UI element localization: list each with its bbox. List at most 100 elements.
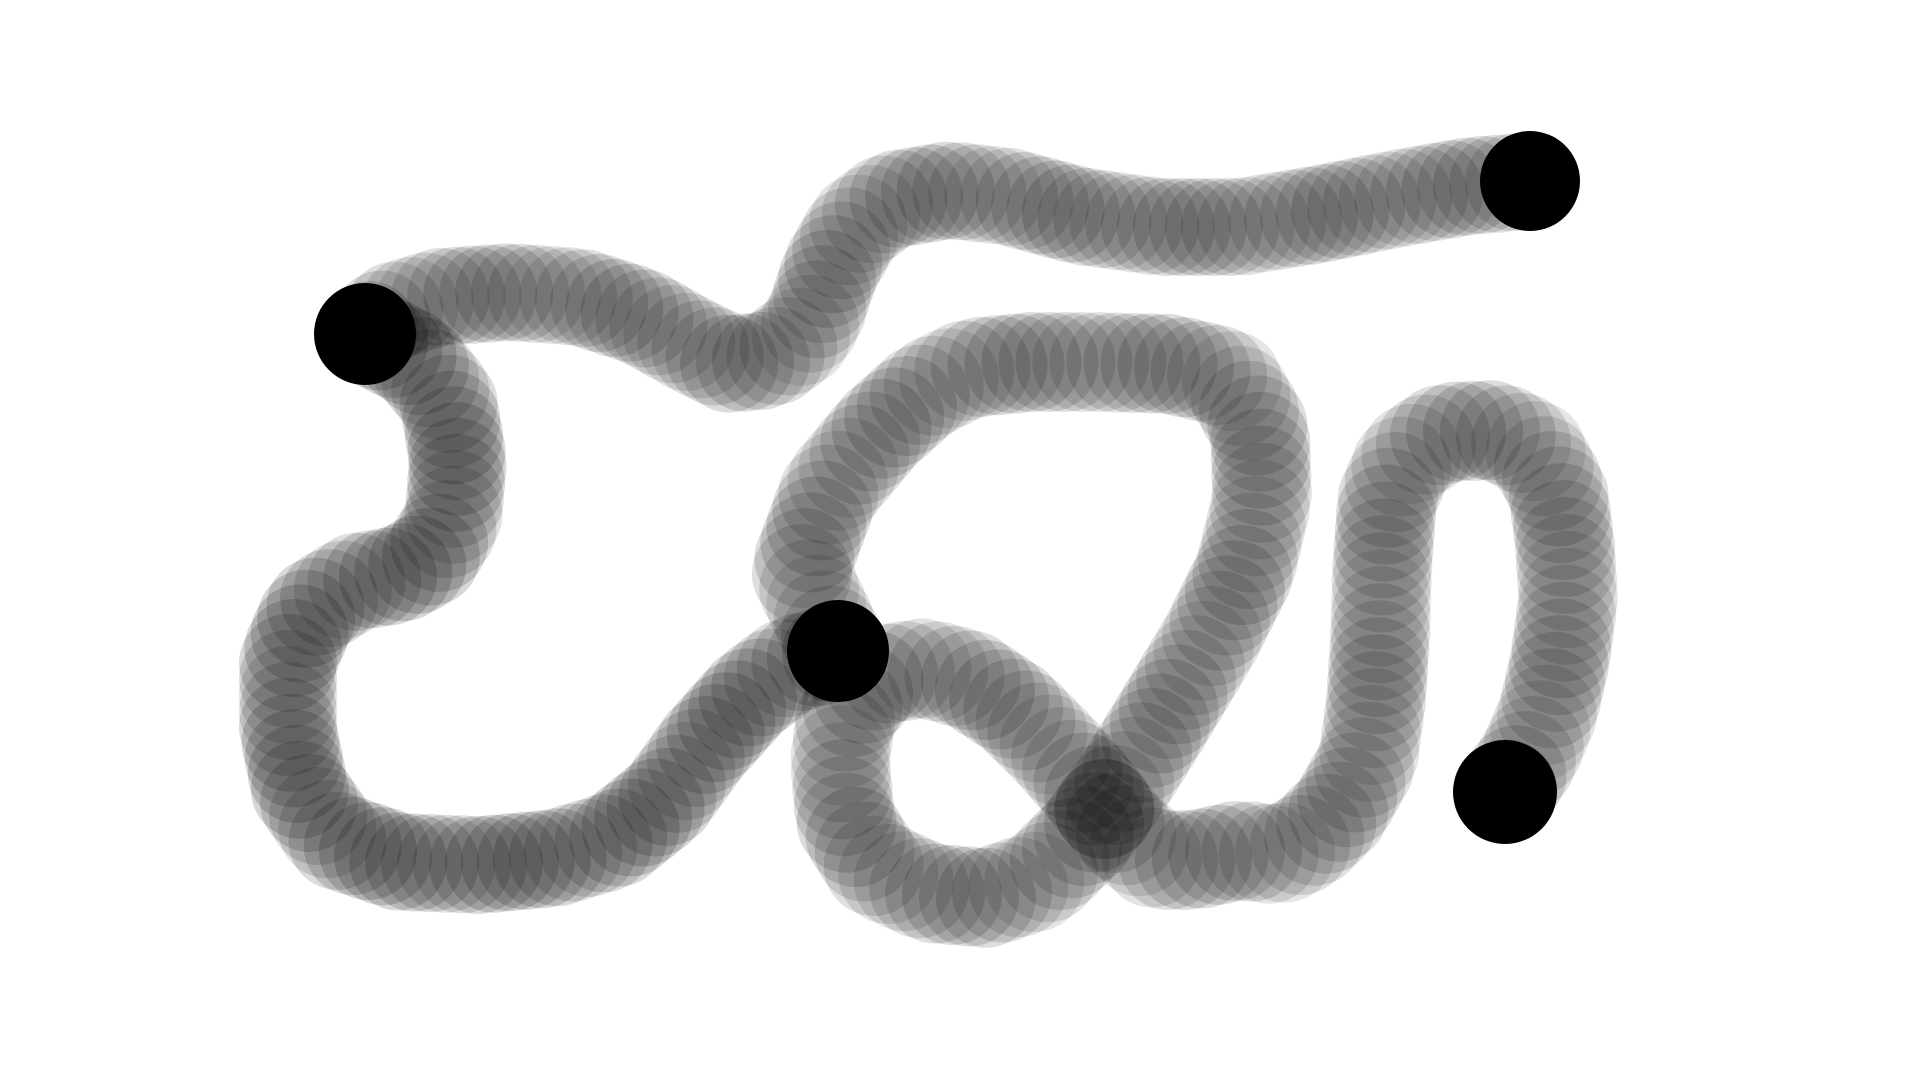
brush-stamp: [1037, 167, 1136, 266]
brush-stamp: [239, 645, 337, 744]
middle-stroke-start-dot[interactable]: [314, 283, 416, 385]
loop-stroke: [751, 312, 1618, 948]
brush-stamp: [407, 246, 506, 345]
right-stroke-end-dot[interactable]: [1457, 744, 1553, 840]
brush-stamp: [981, 312, 1082, 412]
brush-stamp: [1496, 664, 1597, 765]
brush-stamp: [1069, 172, 1168, 271]
anchor-dots-layer: [314, 131, 1580, 844]
brush-stamp: [1305, 732, 1406, 833]
brush-stamp: [949, 649, 1050, 750]
brush-stamp: [1167, 325, 1268, 425]
brush-stamp: [407, 433, 506, 532]
brush-stamp: [554, 794, 653, 893]
brush-stamp: [1076, 785, 1177, 886]
brush-stamp: [239, 629, 337, 728]
brush-stamp: [413, 815, 511, 914]
brush-stamp: [269, 767, 368, 865]
brush-stamp: [402, 370, 501, 469]
brush-stamp: [726, 306, 825, 405]
brush-stamp: [1066, 312, 1167, 413]
brush-stamp: [580, 263, 679, 362]
brush-stamp: [1502, 431, 1602, 531]
brush-stamp: [792, 688, 893, 789]
brush-stamp: [919, 846, 1019, 947]
brush-stamp: [1260, 166, 1358, 265]
brush-stamp: [792, 739, 893, 840]
brush-stamp: [404, 386, 503, 485]
brush-stamp: [398, 480, 497, 579]
brush-stamp: [880, 144, 979, 243]
brush-stamp: [666, 684, 765, 783]
brush-stamp: [1508, 615, 1609, 716]
brush-stamp: [303, 797, 402, 895]
brush-stamp: [1127, 644, 1228, 745]
brush-stamp: [912, 142, 1011, 241]
brush-stamp: [869, 838, 970, 939]
brush-stamp: [1288, 761, 1389, 862]
brush-stamp: [1044, 745, 1145, 846]
brush-stamp: [1291, 160, 1390, 259]
brush-stamp: [793, 756, 894, 857]
brush-stamp: [987, 682, 1088, 783]
brush-stamp: [1134, 317, 1234, 418]
brush-stamp: [790, 705, 891, 806]
brush-stamp: [1501, 648, 1602, 749]
brush-stamp: [423, 245, 522, 344]
brush-stamp: [792, 201, 891, 300]
brush-stamp: [550, 254, 649, 352]
brush-stamp: [1401, 140, 1500, 239]
brush-stamp: [1276, 773, 1377, 874]
brush-stamp: [323, 530, 422, 629]
brush-stamp: [1513, 581, 1614, 682]
brush-stamp: [838, 824, 939, 924]
brush-stamp: [1385, 143, 1484, 241]
brush-stamp: [487, 244, 586, 343]
brush-stamp: [318, 802, 417, 901]
brush-stamp: [991, 156, 1090, 255]
brush-stamp: [1009, 810, 1110, 911]
brush-stamp: [1064, 772, 1165, 873]
brush-stamp: [260, 753, 358, 852]
brush-stamp: [1334, 481, 1435, 582]
brush-stamp: [1333, 498, 1434, 599]
brush-stamp: [1361, 403, 1462, 504]
brush-stamp: [1228, 171, 1327, 270]
brush-stamp: [354, 523, 453, 622]
brush-stamp: [768, 260, 867, 359]
brush-stamp: [1423, 380, 1523, 481]
brush-stamp: [241, 693, 340, 792]
brush-stamp: [814, 801, 915, 902]
brush-stamp: [244, 709, 343, 808]
brush-stamp: [947, 315, 1048, 416]
brush-stamp: [1101, 176, 1199, 275]
brush-stamp: [651, 300, 750, 399]
brush-stamp: [752, 287, 851, 386]
brush-stamp: [1092, 702, 1192, 803]
brush-stamp: [809, 174, 908, 273]
brush-stamp: [1517, 547, 1618, 648]
brush-stamp: [1515, 497, 1616, 597]
brush-stamp: [778, 229, 877, 328]
brush-stamp: [280, 549, 379, 648]
brush-stamp: [834, 155, 933, 254]
brush-stamp: [853, 831, 954, 932]
brush-stamp: [397, 814, 495, 913]
brush-stamp: [1344, 432, 1445, 533]
middle-stroke-end-dot[interactable]: [787, 600, 889, 702]
brush-stamp: [1323, 668, 1424, 768]
brush-stamp: [523, 803, 622, 902]
brush-stamp: [1074, 731, 1175, 832]
brush-stamp: [1117, 313, 1218, 414]
brush-stamp: [1455, 385, 1556, 486]
brush-stamp: [766, 476, 867, 577]
brush-stamp: [1351, 416, 1452, 517]
brush-stamp: [1006, 160, 1105, 259]
top-stroke-start-dot[interactable]: [1480, 131, 1580, 231]
brush-stamp: [1513, 480, 1613, 581]
brush-stamp: [1100, 687, 1201, 788]
brush-stamp: [1517, 530, 1617, 631]
brush-stamp: [1135, 810, 1235, 910]
brush-stamp: [975, 670, 1076, 771]
